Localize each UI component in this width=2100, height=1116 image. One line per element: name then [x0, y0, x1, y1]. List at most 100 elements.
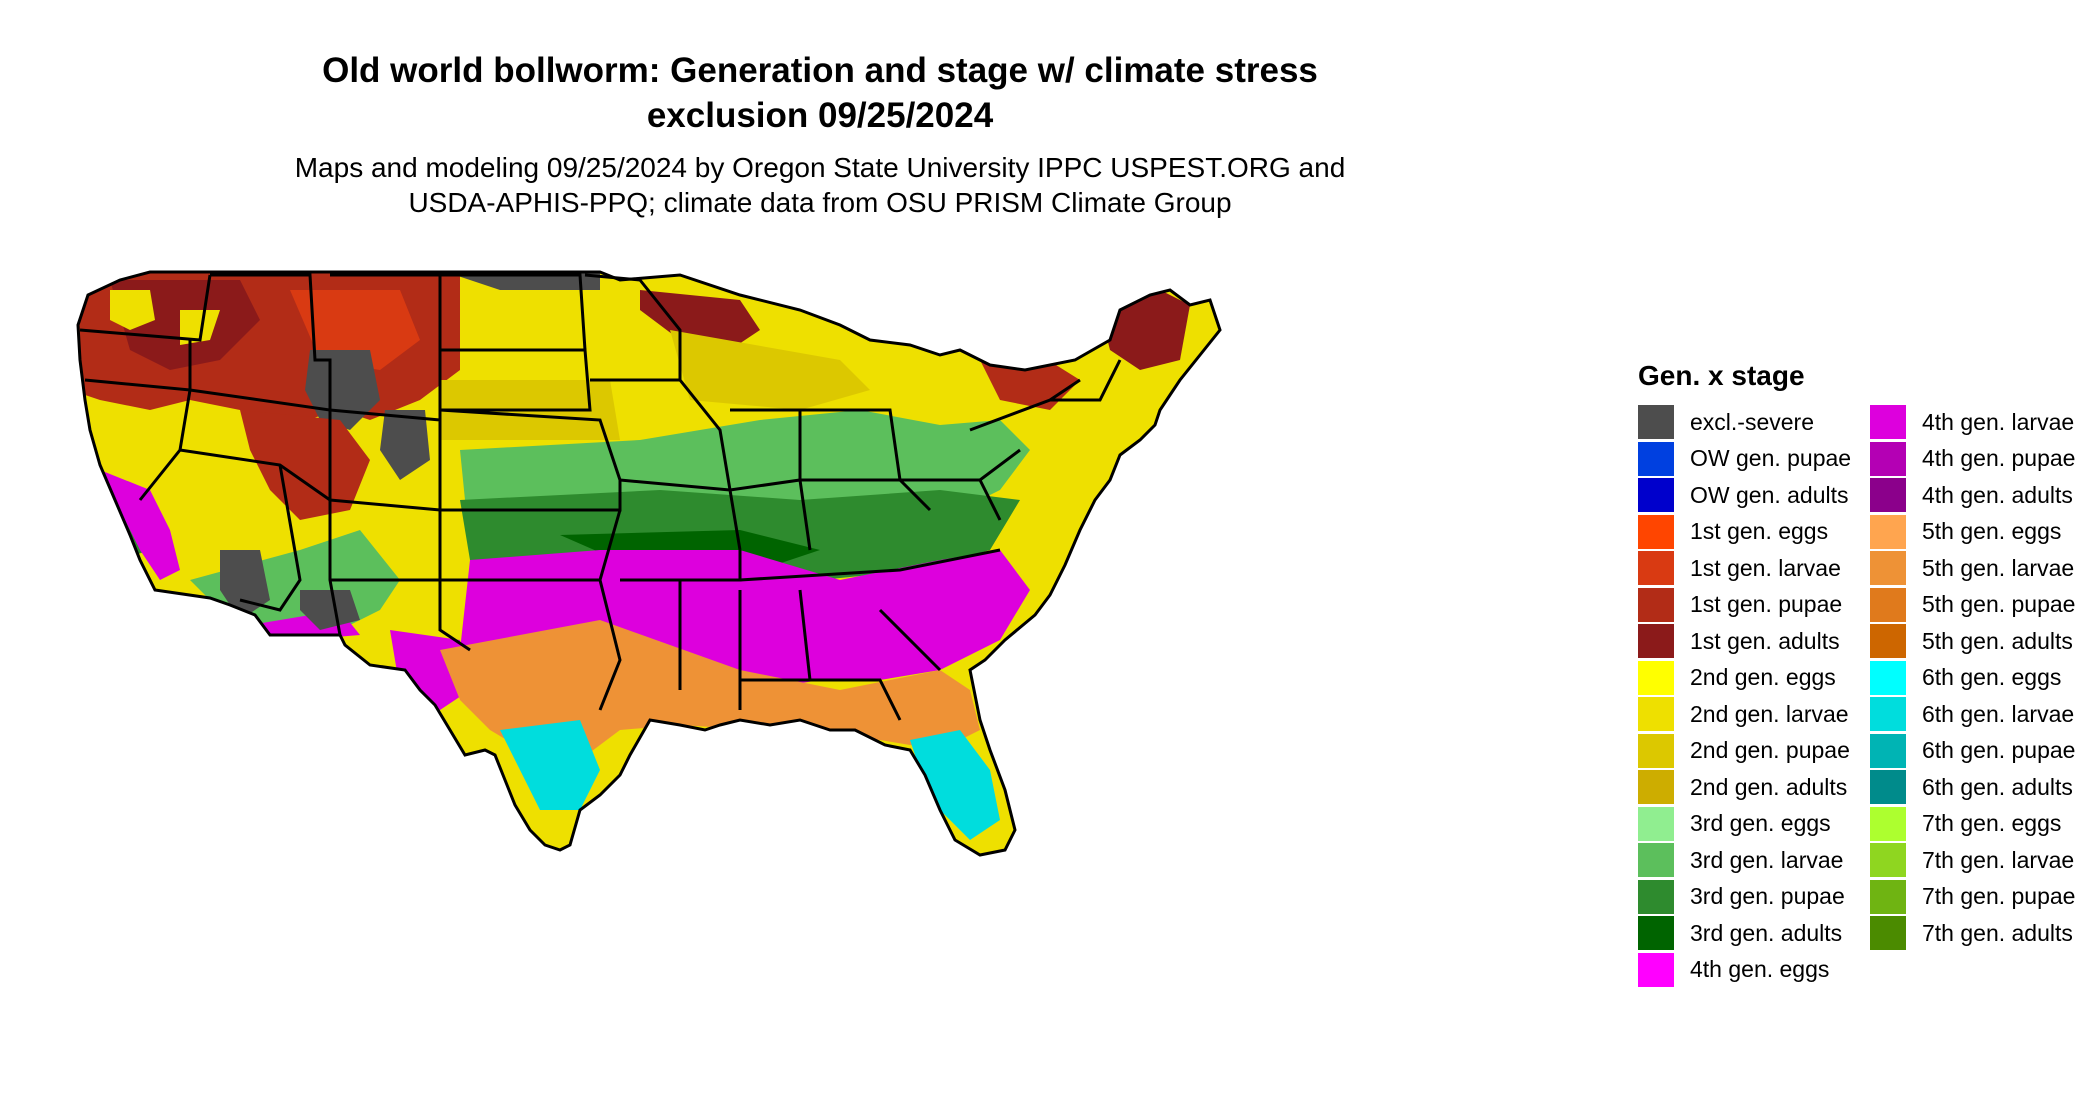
legend-swatch	[1638, 587, 1674, 622]
legend-label: excl.-severe	[1690, 408, 1814, 435]
legend-item: 3rd gen. larvae	[1638, 842, 1851, 879]
legend-swatch	[1870, 478, 1906, 513]
legend-label: 1st gen. adults	[1690, 627, 1840, 654]
legend-item: 3rd gen. adults	[1638, 915, 1851, 952]
legend-label: 4th gen. eggs	[1690, 956, 1830, 983]
legend-item: 5th gen. pupae	[1870, 587, 2075, 624]
legend-swatch	[1638, 514, 1674, 549]
legend-item: 4th gen. larvae	[1870, 404, 2075, 441]
legend-label: OW gen. pupae	[1690, 445, 1852, 472]
legend-label: 1st gen. pupae	[1690, 591, 1843, 618]
legend-label: 2nd gen. larvae	[1690, 700, 1849, 727]
legend-item: 6th gen. eggs	[1870, 660, 2075, 697]
legend-swatch	[1870, 551, 1906, 586]
legend-item: OW gen. adults	[1638, 477, 1851, 514]
legend-swatch	[1638, 697, 1674, 732]
legend-item: excl.-severe	[1638, 404, 1851, 441]
legend-label: 6th gen. larvae	[1922, 700, 2075, 727]
legend-label: 7th gen. eggs	[1922, 810, 2062, 837]
legend-label: 6th gen. eggs	[1922, 664, 2062, 691]
legend-swatch	[1870, 660, 1906, 695]
legend-item: 6th gen. larvae	[1870, 696, 2075, 733]
legend-item: 1st gen. eggs	[1638, 514, 1851, 551]
legend-label: 5th gen. pupae	[1922, 591, 2076, 618]
legend-item: 7th gen. eggs	[1870, 806, 2075, 843]
legend-label: 3rd gen. eggs	[1690, 810, 1831, 837]
legend-item: 7th gen. larvae	[1870, 842, 2075, 879]
us-map-svg	[76, 270, 1222, 857]
legend-label: 1st gen. larvae	[1690, 554, 1841, 581]
map-title-line2: exclusion 09/25/2024	[646, 96, 994, 135]
legend-swatch	[1638, 843, 1674, 878]
legend-swatch	[1870, 514, 1906, 549]
legend-label: 1st gen. eggs	[1690, 518, 1829, 545]
legend-item: 1st gen. pupae	[1638, 587, 1851, 624]
legend-swatch	[1870, 916, 1906, 951]
legend-column-1: excl.-severe OW gen. pupae OW gen. adults 1…	[1638, 404, 1851, 988]
legend-swatch	[1870, 697, 1906, 732]
map-subtitle-line2: USDA-APHIS-PPQ; climate data from OSU PR…	[408, 187, 1232, 218]
legend-label: 2nd gen. eggs	[1690, 664, 1836, 691]
legend-item: 2nd gen. eggs	[1638, 660, 1851, 697]
legend-swatch	[1638, 660, 1674, 695]
legend-swatch	[1870, 441, 1906, 476]
legend-title: Gen. x stage	[1638, 360, 1805, 391]
map-subtitle-line1: Maps and modeling 09/25/2024 by Oregon S…	[294, 152, 1346, 183]
us-map	[40, 250, 1560, 1105]
legend-swatch	[1638, 551, 1674, 586]
legend-swatch	[1870, 770, 1906, 805]
legend-item: 6th gen. pupae	[1870, 733, 2075, 770]
legend-label: 4th gen. adults	[1922, 481, 2073, 508]
legend-label: 5th gen. larvae	[1922, 554, 2075, 581]
legend-swatch	[1870, 806, 1906, 841]
legend-label: 6th gen. pupae	[1922, 737, 2076, 764]
legend-swatch	[1638, 770, 1674, 805]
legend-swatch	[1870, 879, 1906, 914]
legend-item: 2nd gen. pupae	[1638, 733, 1851, 770]
legend-label: OW gen. adults	[1690, 481, 1849, 508]
legend-label: 3rd gen. larvae	[1690, 846, 1844, 873]
legend-item: 4th gen. pupae	[1870, 441, 2075, 478]
legend-item: 3rd gen. eggs	[1638, 806, 1851, 843]
legend-label: 3rd gen. adults	[1690, 919, 1843, 946]
legend-column-2: 4th gen. larvae 4th gen. pupae 4th gen. ad…	[1870, 404, 2075, 952]
legend-swatch	[1638, 952, 1674, 987]
legend-swatch	[1638, 806, 1674, 841]
legend-label: 2nd gen. adults	[1690, 773, 1848, 800]
legend-swatch	[1638, 879, 1674, 914]
legend-item: 7th gen. pupae	[1870, 879, 2075, 916]
legend-label: 3rd gen. pupae	[1690, 883, 1845, 910]
legend-swatch	[1870, 587, 1906, 622]
legend-label: 7th gen. larvae	[1922, 846, 2075, 873]
legend-label: 4th gen. pupae	[1922, 445, 2076, 472]
legend-item: 2nd gen. adults	[1638, 769, 1851, 806]
legend-label: 7th gen. adults	[1922, 919, 2073, 946]
legend-item: 5th gen. adults	[1870, 623, 2075, 660]
legend-item: 4th gen. eggs	[1638, 952, 1851, 989]
legend-item: 3rd gen. pupae	[1638, 879, 1851, 916]
legend-swatch	[1870, 624, 1906, 659]
legend-swatch	[1638, 733, 1674, 768]
legend-swatch	[1870, 405, 1906, 440]
legend-swatch	[1638, 916, 1674, 951]
legend-item: 5th gen. eggs	[1870, 514, 2075, 551]
legend-item: 1st gen. larvae	[1638, 550, 1851, 587]
legend-swatch	[1638, 624, 1674, 659]
legend-swatch	[1638, 405, 1674, 440]
map-title: Old world bollworm: Generation and stage…	[0, 48, 1640, 138]
legend-swatch	[1870, 733, 1906, 768]
state-boundaries	[76, 270, 1222, 857]
legend-label: 4th gen. larvae	[1922, 408, 2075, 435]
legend-swatch	[1638, 441, 1674, 476]
legend-item: OW gen. pupae	[1638, 441, 1851, 478]
legend-item: 5th gen. larvae	[1870, 550, 2075, 587]
legend-label: 5th gen. eggs	[1922, 518, 2062, 545]
legend-label: 2nd gen. pupae	[1690, 737, 1850, 764]
legend-label: 6th gen. adults	[1922, 773, 2073, 800]
legend-label: 7th gen. pupae	[1922, 883, 2076, 910]
legend-item: 6th gen. adults	[1870, 769, 2075, 806]
legend-label: 5th gen. adults	[1922, 627, 2073, 654]
legend-item: 2nd gen. larvae	[1638, 696, 1851, 733]
map-subtitle: Maps and modeling 09/25/2024 by Oregon S…	[0, 150, 1640, 220]
legend-item: 4th gen. adults	[1870, 477, 2075, 514]
